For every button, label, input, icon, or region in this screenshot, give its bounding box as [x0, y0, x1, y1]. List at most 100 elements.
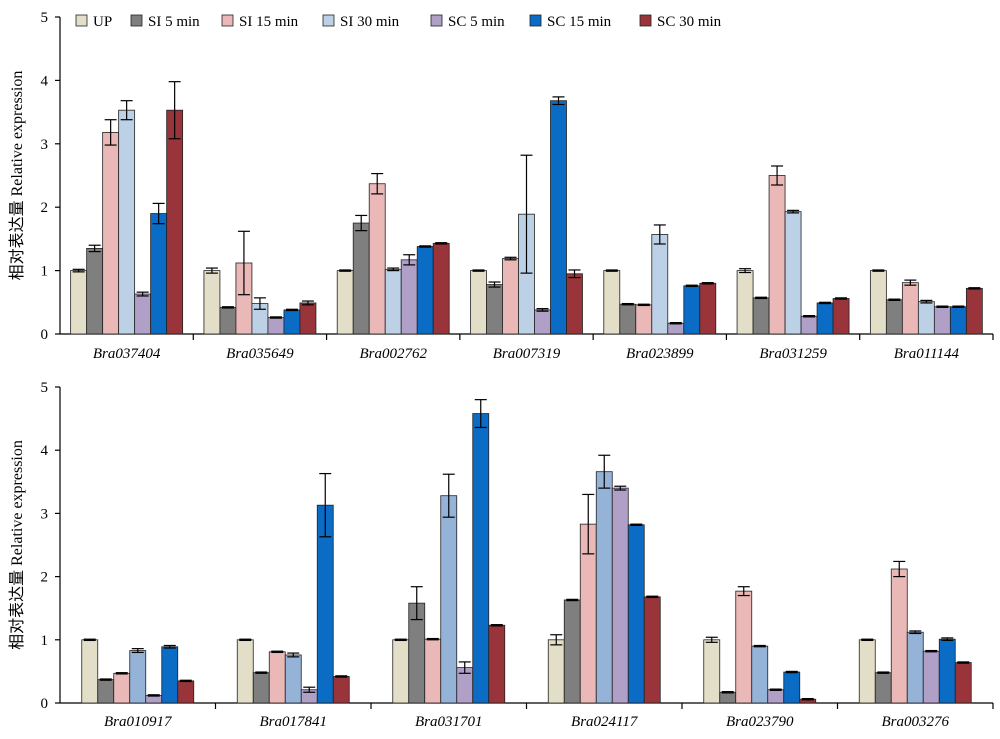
legend-label: SC 5 min: [448, 14, 505, 30]
bar: [699, 282, 717, 335]
bar: [683, 285, 701, 335]
bar: [283, 309, 301, 335]
y-tick-label: 0: [41, 327, 49, 343]
bar: [635, 304, 653, 335]
legend-swatch: [221, 14, 234, 27]
bar: [252, 672, 270, 704]
bar: [595, 471, 613, 704]
bar: [502, 258, 519, 335]
bar: [869, 270, 887, 335]
bar: [703, 639, 721, 704]
bar: [965, 287, 983, 335]
bar: [352, 222, 370, 335]
category-label: Bra031259: [759, 346, 827, 362]
bar: [885, 299, 903, 335]
bar: [284, 654, 302, 704]
chart-legend: UP SI 5 min SI 15 min SI 30 min SC 5 min SC 1…: [75, 14, 722, 30]
bar: [470, 270, 487, 335]
bar: [299, 302, 317, 335]
bar: [134, 293, 152, 335]
category-label: Bra037404: [93, 346, 161, 362]
bar: [267, 317, 285, 335]
bar: [416, 246, 434, 335]
category-label: Bra011144: [894, 346, 960, 362]
bar: [336, 270, 354, 335]
category-label: Bra007319: [493, 346, 561, 362]
bar: [719, 691, 737, 704]
bar: [619, 303, 637, 335]
bar: [113, 672, 131, 704]
category-label: Bra035649: [226, 346, 294, 362]
bar: [566, 273, 583, 335]
y-tick-label: 3: [41, 506, 49, 522]
bar: [922, 650, 940, 704]
bar: [938, 638, 956, 704]
category-label: Bra023790: [726, 714, 794, 730]
legend-swatch: [430, 14, 443, 27]
bar: [268, 651, 286, 704]
y-axis-label: 相对表达量 Relative expression: [8, 71, 26, 281]
bar: [832, 298, 850, 335]
legend-label: SI 30 min: [340, 14, 400, 30]
category-label: Bra024117: [571, 714, 639, 730]
bar: [81, 639, 99, 704]
legend-label: UP: [93, 14, 112, 30]
y-tick-label: 4: [41, 73, 49, 89]
bar: [86, 248, 104, 335]
legend-swatch: [130, 14, 143, 27]
bar: [400, 259, 418, 335]
bar: [667, 322, 685, 335]
bar: [472, 413, 490, 704]
bar: [368, 183, 386, 335]
bar: [563, 599, 581, 704]
bar: [432, 242, 450, 335]
bar: [954, 662, 972, 704]
bar: [488, 624, 506, 704]
bar: [550, 100, 567, 335]
y-tick-label: 2: [41, 570, 49, 586]
category-label: Bra023899: [626, 346, 694, 362]
bar: [949, 306, 967, 335]
legend-label: SC 30 min: [657, 14, 722, 30]
legend-swatch: [529, 14, 542, 27]
legend-label: SI 5 min: [148, 14, 200, 30]
bar: [735, 590, 753, 704]
bar: [651, 234, 669, 335]
legend-swatch: [75, 14, 88, 27]
bar: [736, 270, 754, 335]
chart-panel-bottom: 0 1 2 3 4 5 相对表达量 Relative expression Bra010917…: [8, 380, 994, 730]
bar: [643, 596, 661, 704]
bar: [203, 270, 221, 335]
bar: [768, 175, 786, 335]
bar: [534, 309, 551, 335]
bar: [816, 302, 834, 335]
y-axis-label: 相对表达量 Relative expression: [8, 440, 26, 650]
chart-panel-top: 0 1 2 3 4 5 相对表达量 Relative expression Bra037404…: [8, 10, 994, 362]
bar: [874, 672, 892, 704]
bar: [118, 109, 136, 335]
bar: [236, 639, 254, 704]
bar: [440, 495, 458, 704]
y-tick-label: 3: [41, 137, 49, 153]
bar: [917, 301, 935, 335]
bar: [784, 211, 802, 335]
bar: [752, 297, 770, 335]
bar: [858, 639, 876, 704]
bar: [161, 646, 179, 704]
y-tick-label: 2: [41, 200, 49, 216]
bar: [603, 270, 621, 335]
bar: [219, 306, 237, 335]
legend-label: SC 15 min: [547, 14, 612, 30]
category-label: Bra017841: [260, 714, 328, 730]
bar: [384, 268, 402, 335]
bar: [70, 270, 88, 335]
category-label: Bra010917: [104, 714, 173, 730]
category-label: Bra031701: [415, 714, 483, 730]
category-label: Bra003276: [882, 714, 950, 730]
bar: [486, 284, 503, 335]
legend-swatch: [322, 14, 335, 27]
y-tick-label: 0: [41, 696, 49, 712]
y-tick-label: 4: [41, 443, 49, 459]
bar: [547, 639, 565, 704]
